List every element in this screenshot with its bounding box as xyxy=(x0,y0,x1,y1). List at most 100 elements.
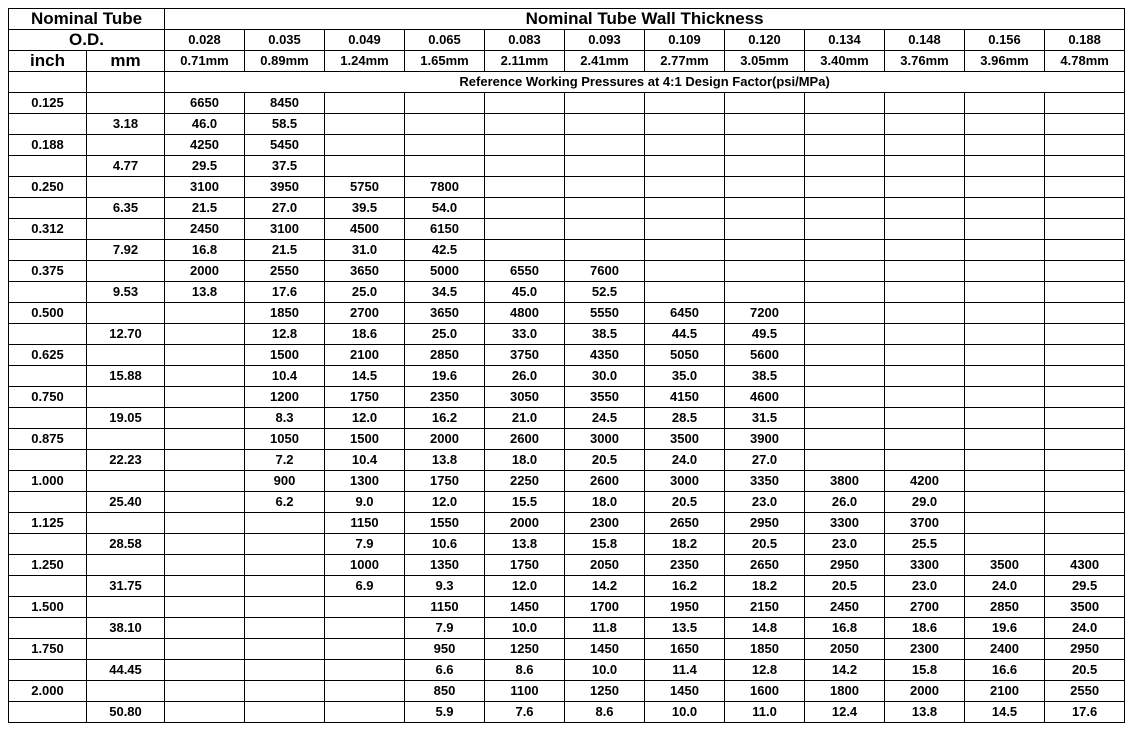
od-inch-cell-empty xyxy=(9,114,87,135)
pressure-mpa-cell: 26.0 xyxy=(805,492,885,513)
od-title-2: O.D. xyxy=(9,30,165,51)
od-mm-cell: 6.35 xyxy=(87,198,165,219)
pressure-mpa-cell: 29.0 xyxy=(885,492,965,513)
pressure-psi-cell xyxy=(805,345,885,366)
pressure-psi-cell: 3100 xyxy=(165,177,245,198)
pressure-mpa-cell xyxy=(805,450,885,471)
pressure-mpa-cell: 17.6 xyxy=(245,282,325,303)
pressure-psi-cell xyxy=(165,513,245,534)
pressure-mpa-cell xyxy=(805,366,885,387)
pressure-mpa-cell xyxy=(965,408,1045,429)
pressure-mpa-cell: 12.0 xyxy=(325,408,405,429)
pressure-mpa-cell: 14.2 xyxy=(805,660,885,681)
pressure-mpa-cell xyxy=(645,156,725,177)
pressure-mpa-cell: 13.5 xyxy=(645,618,725,639)
pressure-mpa-cell: 8.6 xyxy=(485,660,565,681)
pressure-psi-cell: 3500 xyxy=(965,555,1045,576)
pressure-mpa-cell xyxy=(885,366,965,387)
pressure-psi-cell: 850 xyxy=(405,681,485,702)
pressure-psi-cell: 4600 xyxy=(725,387,805,408)
pressure-psi-cell xyxy=(885,261,965,282)
pressure-mpa-cell: 18.0 xyxy=(565,492,645,513)
thickness-inch-col-1: 0.035 xyxy=(245,30,325,51)
pressure-psi-cell: 2400 xyxy=(965,639,1045,660)
pressure-psi-cell xyxy=(645,93,725,114)
pressure-psi-cell xyxy=(885,345,965,366)
pressure-psi-cell xyxy=(885,387,965,408)
pressure-psi-cell: 2050 xyxy=(805,639,885,660)
pressure-mpa-cell xyxy=(485,156,565,177)
pressure-mpa-cell xyxy=(165,618,245,639)
pressure-mpa-cell: 18.2 xyxy=(725,576,805,597)
pressure-psi-cell: 2000 xyxy=(405,429,485,450)
pressure-psi-cell: 1250 xyxy=(565,681,645,702)
table-row: 0.3122450310045006150 xyxy=(9,219,1125,240)
pressure-psi-cell xyxy=(645,177,725,198)
pressure-psi-cell: 2700 xyxy=(325,303,405,324)
od-unit-mm: mm xyxy=(87,51,165,72)
pressure-mpa-cell xyxy=(805,114,885,135)
pressure-psi-cell: 2950 xyxy=(725,513,805,534)
pressure-mpa-cell: 11.4 xyxy=(645,660,725,681)
pressure-psi-cell: 2000 xyxy=(165,261,245,282)
table-row: 31.756.99.312.014.216.218.220.523.024.02… xyxy=(9,576,1125,597)
pressure-mpa-cell: 23.0 xyxy=(725,492,805,513)
od-inch-cell-empty xyxy=(9,576,87,597)
pressure-psi-cell: 1450 xyxy=(565,639,645,660)
pressure-mpa-cell xyxy=(1045,240,1125,261)
od-inch-cell-empty xyxy=(9,618,87,639)
pressure-psi-cell xyxy=(245,597,325,618)
pressure-mpa-cell xyxy=(165,492,245,513)
table-row: 38.107.910.011.813.514.816.818.619.624.0 xyxy=(9,618,1125,639)
pressure-mpa-cell: 13.8 xyxy=(885,702,965,723)
pressure-psi-cell: 6150 xyxy=(405,219,485,240)
pressure-mpa-cell xyxy=(1045,156,1125,177)
od-inch-cell: 0.375 xyxy=(9,261,87,282)
pressure-psi-cell: 2300 xyxy=(885,639,965,660)
blank-od-1 xyxy=(9,72,87,93)
table-row: 6.3521.527.039.554.0 xyxy=(9,198,1125,219)
pressure-mpa-cell: 12.8 xyxy=(245,324,325,345)
od-mm-cell: 12.70 xyxy=(87,324,165,345)
pressure-psi-cell: 1050 xyxy=(245,429,325,450)
pressure-psi-cell: 3300 xyxy=(885,555,965,576)
pressure-mpa-cell: 12.8 xyxy=(725,660,805,681)
pressure-psi-cell: 5600 xyxy=(725,345,805,366)
pressure-table: Nominal Tube Nominal Tube Wall Thickness… xyxy=(8,8,1125,723)
table-row: 3.1846.058.5 xyxy=(9,114,1125,135)
pressure-mpa-cell: 7.6 xyxy=(485,702,565,723)
od-mm-cell-empty xyxy=(87,639,165,660)
pressure-mpa-cell xyxy=(805,240,885,261)
table-row: 22.237.210.413.818.020.524.027.0 xyxy=(9,450,1125,471)
od-mm-cell: 9.53 xyxy=(87,282,165,303)
od-inch-cell: 1.250 xyxy=(9,555,87,576)
pressure-mpa-cell xyxy=(645,240,725,261)
pressure-psi-cell xyxy=(165,597,245,618)
pressure-psi-cell: 1500 xyxy=(325,429,405,450)
pressure-psi-cell xyxy=(805,219,885,240)
thickness-mm-col-5: 2.41mm xyxy=(565,51,645,72)
pressure-mpa-cell xyxy=(245,576,325,597)
pressure-psi-cell xyxy=(245,555,325,576)
od-mm-cell-empty xyxy=(87,261,165,282)
pressure-psi-cell: 3950 xyxy=(245,177,325,198)
pressure-mpa-cell: 18.0 xyxy=(485,450,565,471)
pressure-psi-cell: 2350 xyxy=(645,555,725,576)
pressure-psi-cell: 3500 xyxy=(645,429,725,450)
pressure-mpa-cell: 10.0 xyxy=(485,618,565,639)
pressure-mpa-cell xyxy=(565,156,645,177)
pressure-mpa-cell: 10.0 xyxy=(565,660,645,681)
pressure-psi-cell: 4800 xyxy=(485,303,565,324)
pressure-mpa-cell xyxy=(805,408,885,429)
pressure-psi-cell xyxy=(805,135,885,156)
pressure-mpa-cell: 20.5 xyxy=(1045,660,1125,681)
pressure-mpa-cell xyxy=(645,114,725,135)
pressure-psi-cell xyxy=(165,429,245,450)
table-row: 1.25010001350175020502350265029503300350… xyxy=(9,555,1125,576)
pressure-psi-cell xyxy=(565,93,645,114)
pressure-mpa-cell: 16.8 xyxy=(805,618,885,639)
pressure-mpa-cell: 58.5 xyxy=(245,114,325,135)
pressure-mpa-cell: 6.9 xyxy=(325,576,405,597)
table-row: 1.00090013001750225026003000335038004200 xyxy=(9,471,1125,492)
pressure-psi-cell: 2600 xyxy=(485,429,565,450)
